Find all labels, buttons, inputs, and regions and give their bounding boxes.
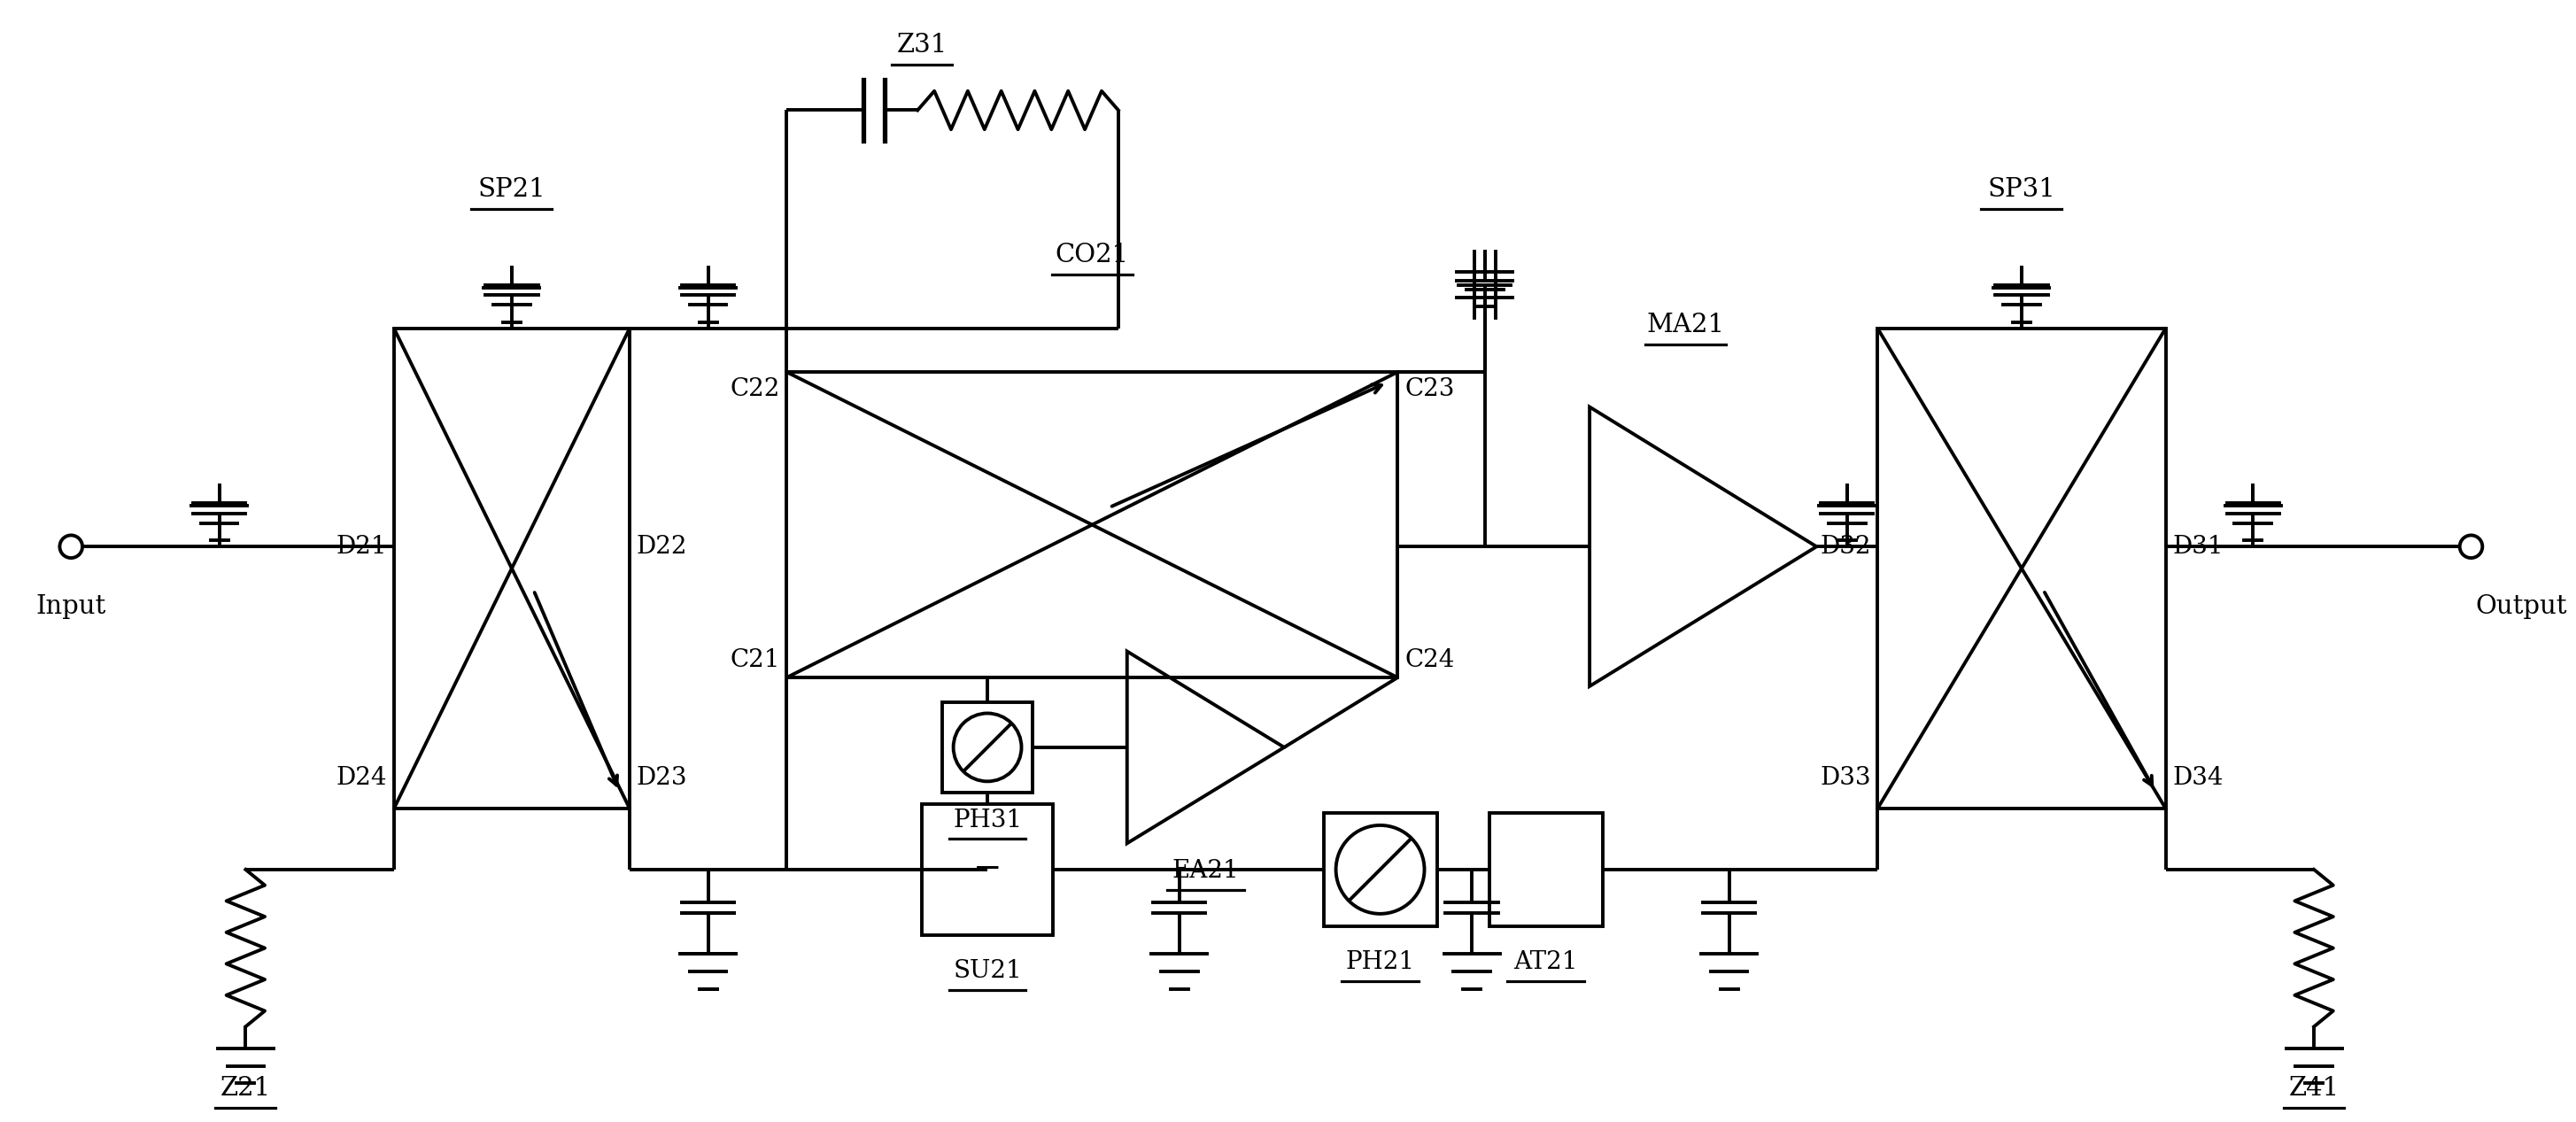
- Text: CO21: CO21: [1056, 242, 1128, 267]
- Text: C21: C21: [729, 649, 781, 672]
- Text: C23: C23: [1404, 377, 1455, 402]
- Text: Z41: Z41: [2287, 1076, 2339, 1101]
- Text: Z21: Z21: [222, 1076, 270, 1101]
- Bar: [1878, 329, 2166, 809]
- Bar: [943, 702, 1033, 793]
- Text: Input: Input: [36, 595, 106, 619]
- Text: −: −: [974, 853, 1002, 886]
- Bar: [1324, 812, 1437, 927]
- Text: SP31: SP31: [1989, 177, 2056, 202]
- Text: SP21: SP21: [479, 177, 546, 202]
- Text: MA21: MA21: [1646, 312, 1723, 337]
- Bar: [786, 373, 1399, 678]
- Bar: [394, 329, 629, 809]
- Text: AT21: AT21: [1515, 950, 1579, 974]
- Text: EA21: EA21: [1172, 858, 1239, 883]
- Text: SU21: SU21: [953, 959, 1023, 983]
- Text: PH31: PH31: [953, 808, 1023, 833]
- Text: D21: D21: [335, 535, 386, 559]
- Bar: [922, 804, 1054, 935]
- Text: D31: D31: [2172, 535, 2223, 559]
- Text: PH21: PH21: [1345, 950, 1414, 974]
- Text: Z31: Z31: [896, 33, 948, 58]
- Bar: [1489, 812, 1602, 927]
- Text: D33: D33: [1819, 766, 1870, 790]
- Text: D32: D32: [1819, 535, 1870, 559]
- Text: D24: D24: [335, 766, 386, 790]
- Text: Output: Output: [2476, 595, 2568, 619]
- Text: D22: D22: [636, 535, 688, 559]
- Text: D34: D34: [2172, 766, 2223, 790]
- Text: C24: C24: [1404, 649, 1455, 672]
- Text: D23: D23: [636, 766, 688, 790]
- Text: C22: C22: [729, 377, 781, 402]
